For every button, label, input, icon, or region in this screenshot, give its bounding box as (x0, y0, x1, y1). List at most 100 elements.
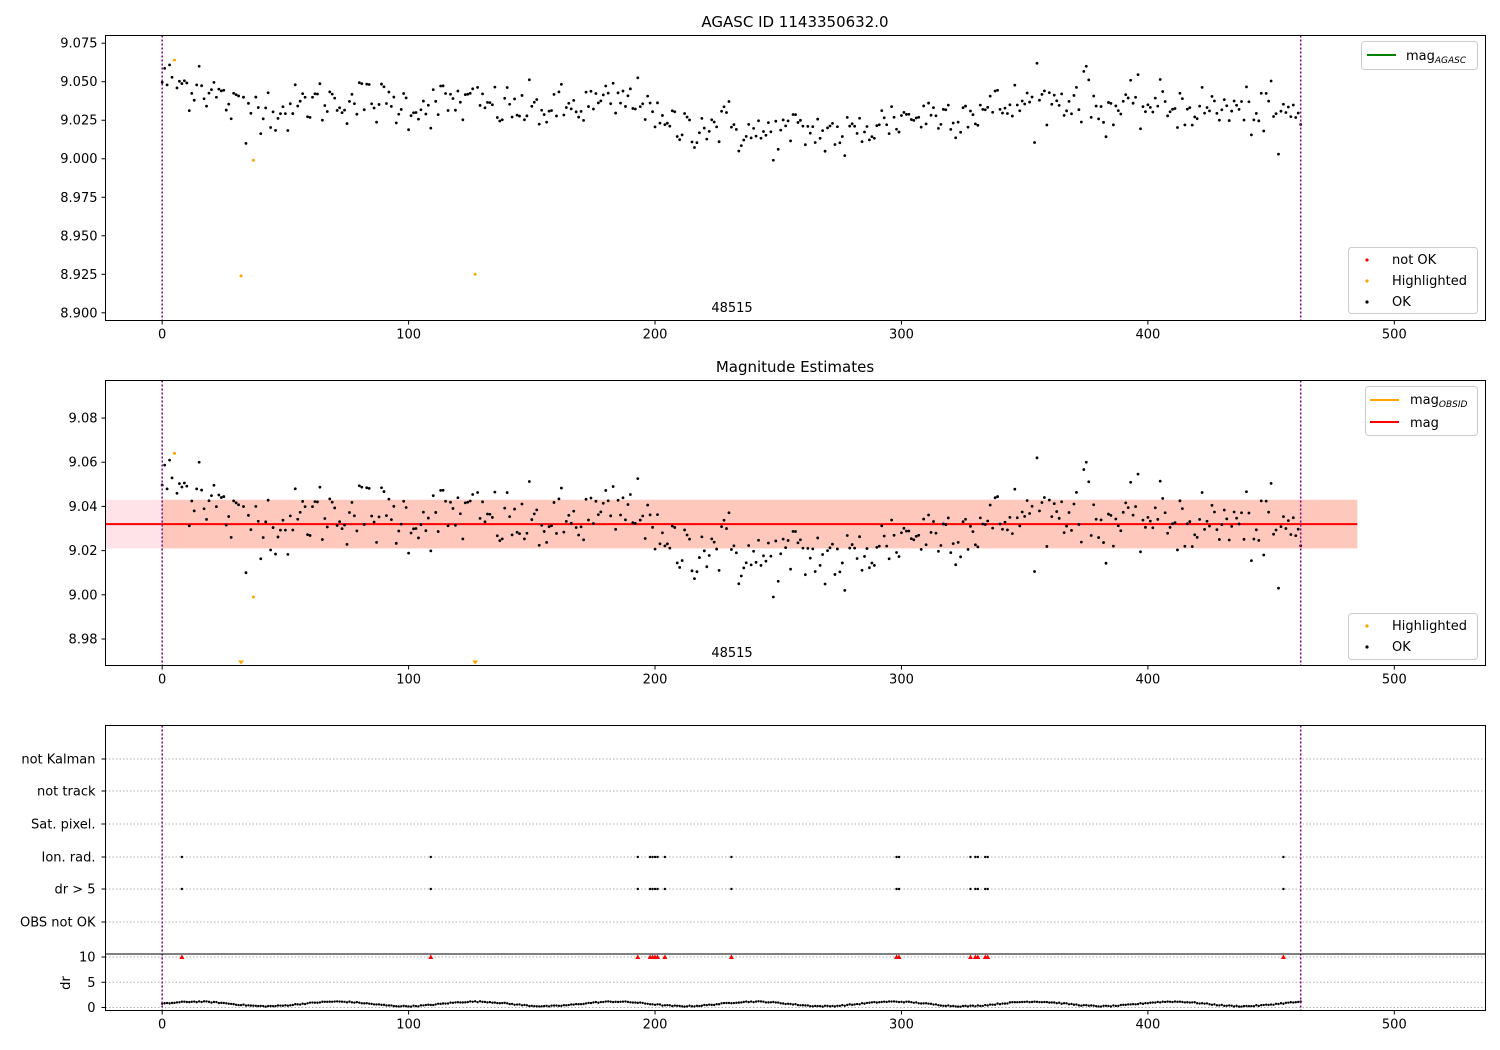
x-tick-label: 400 (1135, 328, 1160, 343)
ok-point (853, 124, 857, 128)
dr-point (1178, 1000, 1182, 1003)
ok-point (959, 555, 963, 559)
ok-point (316, 500, 319, 504)
ok-point (784, 546, 788, 550)
dr-point (412, 1004, 415, 1007)
flag-row-label: not Kalman (21, 753, 95, 768)
dr-point (1269, 1003, 1273, 1006)
ok-point (1269, 481, 1273, 485)
dr-point (720, 1002, 723, 1005)
ok-point (1264, 92, 1268, 95)
ok-point (808, 556, 812, 560)
dr-point (865, 1001, 869, 1005)
ok-point (818, 564, 822, 567)
dr-point (1230, 1004, 1233, 1007)
dr-point (616, 1000, 620, 1004)
ok-point (1190, 545, 1194, 548)
dr-point (180, 1000, 184, 1003)
dr-point (503, 1001, 506, 1005)
ok-point (673, 526, 677, 529)
ok-point (924, 543, 928, 547)
dr-point (816, 1004, 819, 1008)
flag-row-label: OBS not OK (20, 916, 96, 931)
ok-point (207, 91, 211, 95)
ok-point (385, 102, 388, 105)
ok-point (1057, 516, 1061, 520)
ok-point (1254, 112, 1258, 115)
x-tick-label: 300 (889, 1018, 914, 1033)
ok-point (611, 485, 615, 488)
ok-point (754, 560, 758, 564)
ok-point (414, 527, 418, 530)
ok-point (973, 122, 977, 126)
dr-point (666, 1003, 669, 1007)
ok-point (670, 524, 674, 528)
dr-point (868, 1001, 871, 1004)
ok-point (1183, 123, 1187, 127)
ok-point (949, 551, 953, 555)
ok-point (1139, 127, 1142, 131)
dr-point (220, 1001, 223, 1005)
ok-point (759, 564, 763, 567)
ok-point (693, 146, 696, 149)
dr-point (757, 1000, 760, 1003)
ok-point (707, 554, 711, 557)
dr-point (382, 1003, 386, 1007)
ok-point (628, 87, 632, 91)
ok-point (863, 555, 866, 558)
ok-point (436, 530, 440, 533)
ok-point (1158, 78, 1162, 81)
ok-point (286, 129, 290, 132)
dr-point (779, 1002, 782, 1005)
ok-point (818, 136, 822, 140)
ok-point (813, 570, 817, 573)
ok-point (1168, 526, 1172, 529)
ok-point (1237, 522, 1241, 526)
panel1-legend-bottom: not OK Highlighted OK (1348, 247, 1478, 314)
ok-point (399, 522, 403, 526)
ok-point (1092, 94, 1096, 98)
ok-point (796, 541, 800, 545)
legend2-ok-marker (1365, 645, 1369, 649)
ok-point (1010, 114, 1014, 118)
ok-point (532, 100, 536, 104)
ok-point (631, 521, 635, 525)
dr-point (1181, 1000, 1184, 1004)
ok-point (991, 526, 995, 530)
ok-point (1188, 520, 1192, 523)
flag-point (653, 887, 657, 891)
ok-point (624, 518, 627, 522)
ok-point (697, 556, 701, 559)
dr-point (651, 1003, 654, 1006)
ok-point (335, 109, 339, 112)
ok-point (678, 138, 682, 142)
dr-point (621, 1000, 625, 1003)
ok-point (1131, 513, 1135, 517)
panel1-obsid-label: 48515 (711, 301, 752, 316)
ok-point (727, 100, 731, 103)
ok-point (1156, 104, 1160, 108)
ok-point (1230, 525, 1234, 528)
ok-point (927, 513, 930, 517)
dr-point (387, 1004, 391, 1007)
ok-point (372, 106, 376, 110)
ok-point (1097, 536, 1101, 539)
ok-point (190, 91, 194, 95)
dr-point (390, 1004, 393, 1007)
dr-point (974, 1005, 977, 1008)
ok-point (1163, 511, 1167, 515)
x-tick-label: 400 (1135, 1018, 1160, 1033)
dr-point (397, 1005, 400, 1008)
ok-point (431, 88, 435, 91)
ok-point (665, 542, 669, 546)
ok-point (695, 141, 699, 145)
ok-point (1185, 107, 1189, 111)
dr-point (395, 1005, 398, 1008)
flag-point (653, 855, 657, 859)
ok-point (1279, 525, 1283, 529)
ok-point (323, 104, 327, 107)
ok-point (781, 537, 785, 541)
x-tick-label: 200 (643, 1018, 668, 1033)
dr-point (626, 1000, 630, 1004)
